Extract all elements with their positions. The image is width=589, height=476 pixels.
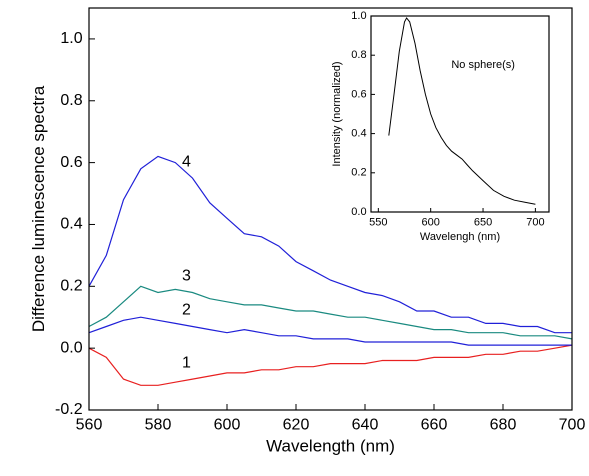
y-tick-label: 0.4: [351, 128, 366, 140]
y-tick-label: 0.2: [351, 167, 366, 179]
data-line: [88, 316, 572, 346]
x-axis-label: Wavelength (nm): [266, 436, 395, 455]
y-tick-label: 1.0: [351, 10, 366, 22]
series-label: 2: [182, 302, 191, 319]
y-tick-label: 0.6: [351, 88, 366, 100]
plot-frame: [88, 7, 573, 411]
y-axis-label: Intensity (normalized): [331, 61, 343, 166]
x-tick-label: 680: [490, 416, 517, 433]
x-tick-label: 550: [369, 216, 387, 228]
x-tick-label: 640: [352, 416, 379, 433]
y-tick-label: 0.8: [351, 49, 366, 61]
x-tick-label: 700: [526, 216, 544, 228]
y-tick-label: -0.2: [55, 401, 83, 418]
x-tick-label: 620: [283, 416, 310, 433]
series-label: 1: [182, 354, 191, 371]
x-tick-label: 600: [214, 416, 241, 433]
x-tick-label: 560: [76, 416, 103, 433]
x-tick-label: 700: [559, 416, 586, 433]
x-tick-label: 650: [474, 216, 492, 228]
y-tick-label: 0.8: [60, 92, 82, 109]
data-line: [88, 285, 573, 340]
data-line: [88, 155, 572, 334]
series-label: 3: [182, 268, 191, 285]
inset-background: [371, 16, 549, 212]
annotation: No sphere(s): [451, 59, 515, 71]
y-tick-label: 0.4: [60, 216, 82, 233]
y-tick-label: 0.0: [351, 206, 366, 218]
data-line: [88, 344, 573, 386]
x-axis-label: Wavelengh (nm): [420, 231, 500, 243]
x-tick-label: 660: [421, 416, 448, 433]
y-tick-label: 0.6: [60, 154, 82, 171]
y-tick-label: 0.0: [60, 339, 82, 356]
data-line: [388, 17, 536, 205]
x-tick-label: 600: [422, 216, 440, 228]
y-tick-label: 0.2: [60, 278, 82, 295]
plot-frame: [370, 15, 550, 213]
series-label: 4: [182, 153, 191, 170]
y-axis-label: Difference luminescence spectra: [29, 85, 48, 332]
x-tick-label: 580: [145, 416, 172, 433]
y-tick-label: 1.0: [60, 30, 82, 47]
